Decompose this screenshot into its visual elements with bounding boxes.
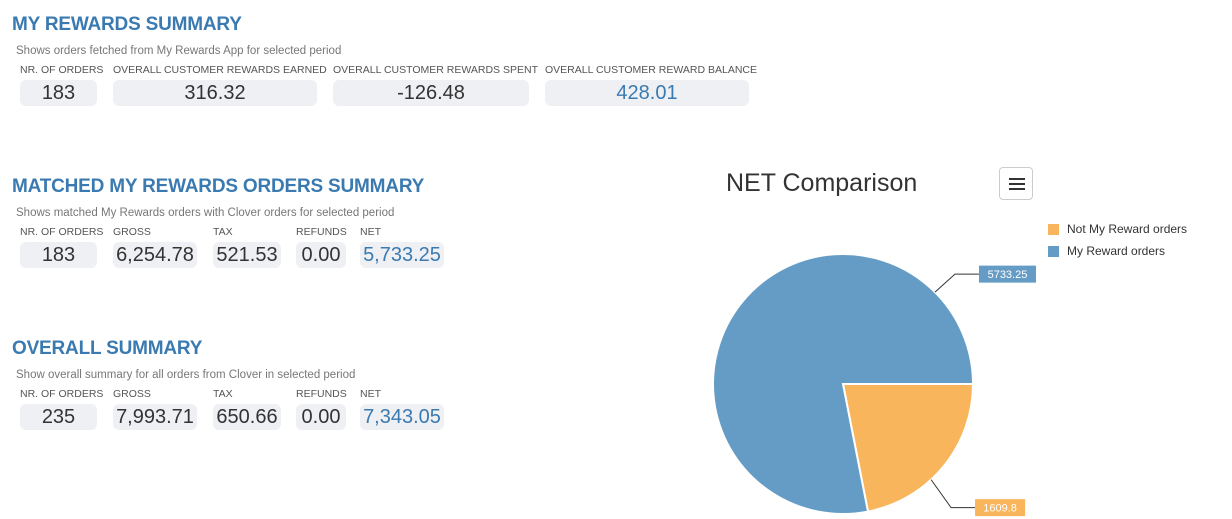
stat-tax: TAX 521.53 [213,226,281,268]
stat-label: NR. OF ORDERS [20,388,104,400]
stat-orders: NR. OF ORDERS 235 [20,388,103,430]
menu-icon-bar [1009,188,1025,190]
stat-label: GROSS [113,388,151,400]
chart-menu-button[interactable] [999,167,1033,200]
stat-refunds: REFUNDS 0.00 [296,226,347,268]
stat-label: OVERALL CUSTOMER REWARDS SPENT [333,64,538,76]
pie-slice[interactable] [712,253,975,515]
pie-chart: 1609.8 5733.25 [712,253,1036,517]
stat-label: OVERALL CUSTOMER REWARD BALANCE [545,64,757,76]
stat-refunds: REFUNDS 0.00 [296,388,347,430]
stat-value: 183 [20,242,97,268]
menu-icon-bar [1009,178,1025,180]
legend-label: Not My Reward orders [1067,222,1188,236]
section-description: Show overall summary for all orders from… [16,369,356,381]
stat-value: 5,733.25 [360,242,444,268]
legend-swatch [1048,245,1059,257]
data-label-connector [934,273,979,293]
stat-value: 183 [20,80,97,106]
stat-rewards-spent: OVERALL CUSTOMER REWARDS SPENT -126.48 [333,64,538,106]
stat-value: 6,254.78 [113,242,197,268]
stat-label: NR. OF ORDERS [20,64,104,76]
overall-summary-section: OVERALL SUMMARY Show overall summary for… [12,338,444,438]
stat-value: 650.66 [213,404,281,430]
legend-item[interactable]: My Reward orders [1048,240,1187,262]
stat-label: TAX [213,388,233,400]
data-label-box [978,265,1036,283]
stat-value: -126.48 [333,80,529,106]
stat-value: 7,343.05 [360,404,444,430]
net-comparison-chart: 1609.8 5733.25 NET Comparison Not My Rewa… [640,160,1232,519]
section-title: OVERALL SUMMARY [12,338,203,359]
data-label-box [975,499,1026,517]
stat-label: NET [360,226,381,238]
stat-label: NET [360,388,381,400]
stat-value: 316.32 [113,80,317,106]
stat-label: TAX [213,226,233,238]
stat-gross: GROSS 6,254.78 [113,226,197,268]
section-title: MATCHED MY REWARDS ORDERS SUMMARY [12,176,425,197]
stat-value: 428.01 [545,80,749,106]
stat-label: NR. OF ORDERS [20,226,104,238]
menu-icon-bar [1009,183,1025,185]
rewards-summary-section: MY REWARDS SUMMARY Shows orders fetched … [12,14,757,114]
section-description: Shows orders fetched from My Rewards App… [16,45,342,57]
stat-label: REFUNDS [296,226,347,238]
legend-swatch [1048,223,1059,235]
stat-net: NET 7,343.05 [360,388,444,430]
stat-rewards-earned: OVERALL CUSTOMER REWARDS EARNED 316.32 [113,64,327,106]
data-label: 5733.25 [988,269,1028,281]
pie-slice[interactable] [841,383,975,513]
stat-net: NET 5,733.25 [360,226,444,268]
stat-value: 521.53 [213,242,281,268]
stat-reward-balance: OVERALL CUSTOMER REWARD BALANCE 428.01 [545,64,757,106]
stat-label: OVERALL CUSTOMER REWARDS EARNED [113,64,327,76]
stat-value: 0.00 [296,242,346,268]
chart-legend: Not My Reward orders My Reward orders [1048,218,1187,262]
stat-gross: GROSS 7,993.71 [113,388,197,430]
matched-summary-section: MATCHED MY REWARDS ORDERS SUMMARY Shows … [12,176,444,276]
data-label: 1609.8 [983,503,1017,515]
chart-title: NET Comparison [726,169,918,197]
stat-label: REFUNDS [296,388,347,400]
stat-label: GROSS [113,226,151,238]
stat-tax: TAX 650.66 [213,388,281,430]
legend-label: My Reward orders [1067,244,1166,258]
section-description: Shows matched My Rewards orders with Clo… [16,207,395,219]
legend-item[interactable]: Not My Reward orders [1048,218,1187,240]
data-label-connector [930,479,976,509]
section-title: MY REWARDS SUMMARY [12,14,242,35]
stat-value: 0.00 [296,404,346,430]
stat-value: 7,993.71 [113,404,197,430]
stat-orders: NR. OF ORDERS 183 [20,64,103,106]
stat-orders: NR. OF ORDERS 183 [20,226,103,268]
stat-value: 235 [20,404,97,430]
